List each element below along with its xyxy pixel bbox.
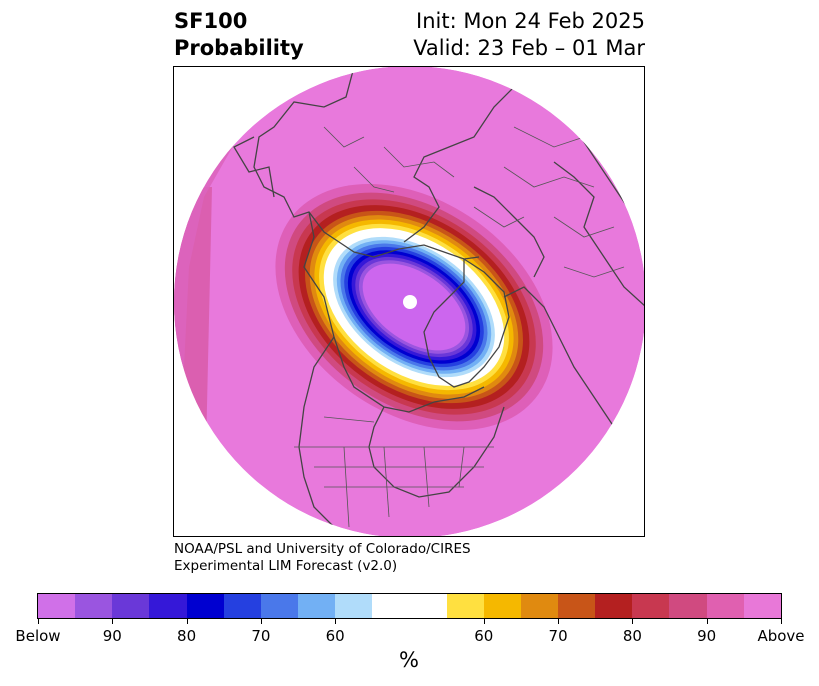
colorbar-tick xyxy=(38,619,39,624)
pole-hole xyxy=(403,295,417,309)
colorbar-tick-label: 70 xyxy=(251,627,271,645)
colorbar-tick-label: 80 xyxy=(622,627,642,645)
credit-text: NOAA/PSL and University of Colorado/CIRE… xyxy=(174,541,471,575)
colorbar-tick xyxy=(112,619,114,624)
colorbar-tick xyxy=(632,619,634,624)
colorbar-tick xyxy=(558,619,560,624)
colorbar-tick-label: Below xyxy=(15,627,61,645)
colorbar-tick-label: 60 xyxy=(325,627,345,645)
colorbar-bin xyxy=(38,594,76,618)
colorbar xyxy=(37,593,782,619)
credit-line-1: NOAA/PSL and University of Colorado/CIRE… xyxy=(174,541,471,557)
country-borders xyxy=(294,126,625,528)
colorbar-bin xyxy=(335,594,373,618)
colorbar-tick-label: 90 xyxy=(102,627,122,645)
map-title: SF100 Probability xyxy=(174,8,304,62)
colorbar-bin xyxy=(595,594,633,618)
colorbar-bin xyxy=(112,594,150,618)
colorbar-bin xyxy=(520,594,558,618)
init-date: Init: Mon 24 Feb 2025 xyxy=(416,9,645,33)
title-variable: SF100 xyxy=(174,9,248,33)
colorbar-tick-label: 90 xyxy=(697,627,717,645)
colorbar-tick xyxy=(186,619,188,624)
colorbar-tick xyxy=(335,619,337,624)
colorbar-tick xyxy=(260,619,262,624)
map-dates: Init: Mon 24 Feb 2025 Valid: 23 Feb – 01… xyxy=(413,8,645,62)
valid-date: Valid: 23 Feb – 01 Mar xyxy=(413,36,645,60)
colorbar-bin xyxy=(483,594,521,618)
colorbar-bin xyxy=(632,594,670,618)
colorbar-bin xyxy=(297,594,336,618)
title-product: Probability xyxy=(174,36,304,60)
colorbar-bin xyxy=(372,594,447,618)
colorbar-tick xyxy=(706,619,708,624)
colorbar-bin xyxy=(706,594,744,618)
colorbar-bin xyxy=(75,594,113,618)
credit-line-2: Experimental LIM Forecast (v2.0) xyxy=(174,558,398,574)
colorbar-bin xyxy=(223,594,261,618)
colorbar-bin xyxy=(260,594,298,618)
colorbar-tick-label: 70 xyxy=(548,627,568,645)
polar-map xyxy=(173,66,645,537)
colorbar-bin xyxy=(743,594,781,618)
colorbar-unit: % xyxy=(399,648,419,672)
colorbar-bin xyxy=(186,594,224,618)
colorbar-tick xyxy=(781,619,782,624)
colorbar-tick-label: Above xyxy=(757,627,805,645)
colorbar-tick xyxy=(483,619,485,624)
colorbar-bin xyxy=(149,594,187,618)
colorbar-tick-label: 60 xyxy=(474,627,494,645)
colorbar-bin xyxy=(446,594,484,618)
probability-map-svg xyxy=(174,67,644,536)
colorbar-bin xyxy=(557,594,596,618)
colorbar-tick-label: 80 xyxy=(177,627,197,645)
colorbar-bin xyxy=(669,594,707,618)
